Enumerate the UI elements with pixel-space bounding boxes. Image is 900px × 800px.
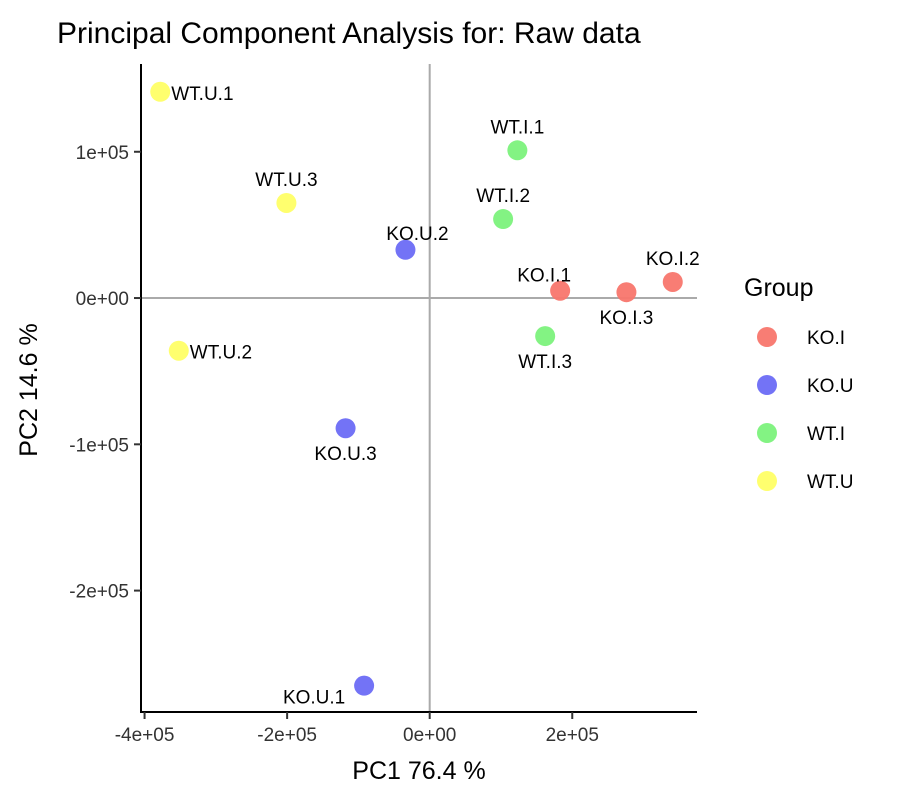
data-point [395, 239, 416, 260]
data-point [335, 418, 356, 439]
legend-key [757, 375, 777, 395]
x-axis-title: PC1 76.4 % [352, 757, 485, 785]
data-point [535, 326, 556, 347]
data-point [507, 140, 528, 161]
x-tick-label: 2e+05 [546, 725, 599, 746]
data-point [550, 280, 571, 301]
reference-lines [141, 64, 697, 712]
point-label: KO.I.3 [600, 308, 654, 329]
y-axis-title: PC2 14.6 % [15, 323, 43, 456]
legend-label: WT.U [807, 472, 853, 493]
point-label: WT.I.1 [490, 117, 544, 138]
y-tick-label: 0e+00 [76, 289, 129, 310]
legend-title: Group [744, 274, 813, 302]
legend-label: WT.I [807, 424, 845, 445]
x-tick-label: -2e+05 [257, 725, 317, 746]
legend-label: KO.U [807, 376, 853, 397]
data-point [168, 340, 189, 361]
point-label: KO.U.2 [386, 224, 448, 245]
x-axis-ticks: -4e+05 -2e+05 0e+00 2e+05 [115, 712, 599, 746]
data-point [616, 282, 637, 303]
legend-label: KO.I [807, 328, 845, 349]
legend: Group KO.I KO.U WT.I WT.U [744, 274, 853, 493]
point-label: KO.I.2 [646, 249, 700, 270]
legend-key [757, 423, 777, 443]
point-label: WT.U.2 [190, 343, 252, 364]
point-label: KO.U.1 [283, 688, 345, 709]
point-label: KO.U.3 [314, 444, 376, 465]
x-tick-label: -4e+05 [115, 725, 175, 746]
point-label: KO.I.1 [517, 266, 571, 287]
data-point [662, 271, 683, 292]
point-label: WT.I.2 [476, 186, 530, 207]
legend-key [757, 327, 777, 347]
chart-title: Principal Component Analysis for: Raw da… [57, 17, 641, 50]
data-point [493, 209, 514, 230]
data-points [150, 81, 683, 696]
y-tick-label: -2e+05 [69, 582, 129, 603]
y-axis-ticks: 1e+05 0e+00 -1e+05 -2e+05 [69, 143, 141, 603]
data-point [354, 675, 375, 696]
point-labels: WT.U.1 WT.U.3 WT.U.2 WT.I.1 WT.I.2 WT.I.3 KO.U… [171, 84, 699, 709]
y-tick-label: 1e+05 [76, 143, 129, 164]
data-point [150, 81, 171, 102]
axes [140, 64, 697, 713]
point-label: WT.U.1 [171, 84, 233, 105]
legend-key [757, 471, 777, 491]
point-label: WT.I.3 [518, 352, 572, 373]
x-tick-label: 0e+00 [403, 725, 456, 746]
y-tick-label: -1e+05 [69, 435, 129, 456]
point-label: WT.U.3 [255, 170, 317, 191]
data-point [276, 192, 297, 213]
